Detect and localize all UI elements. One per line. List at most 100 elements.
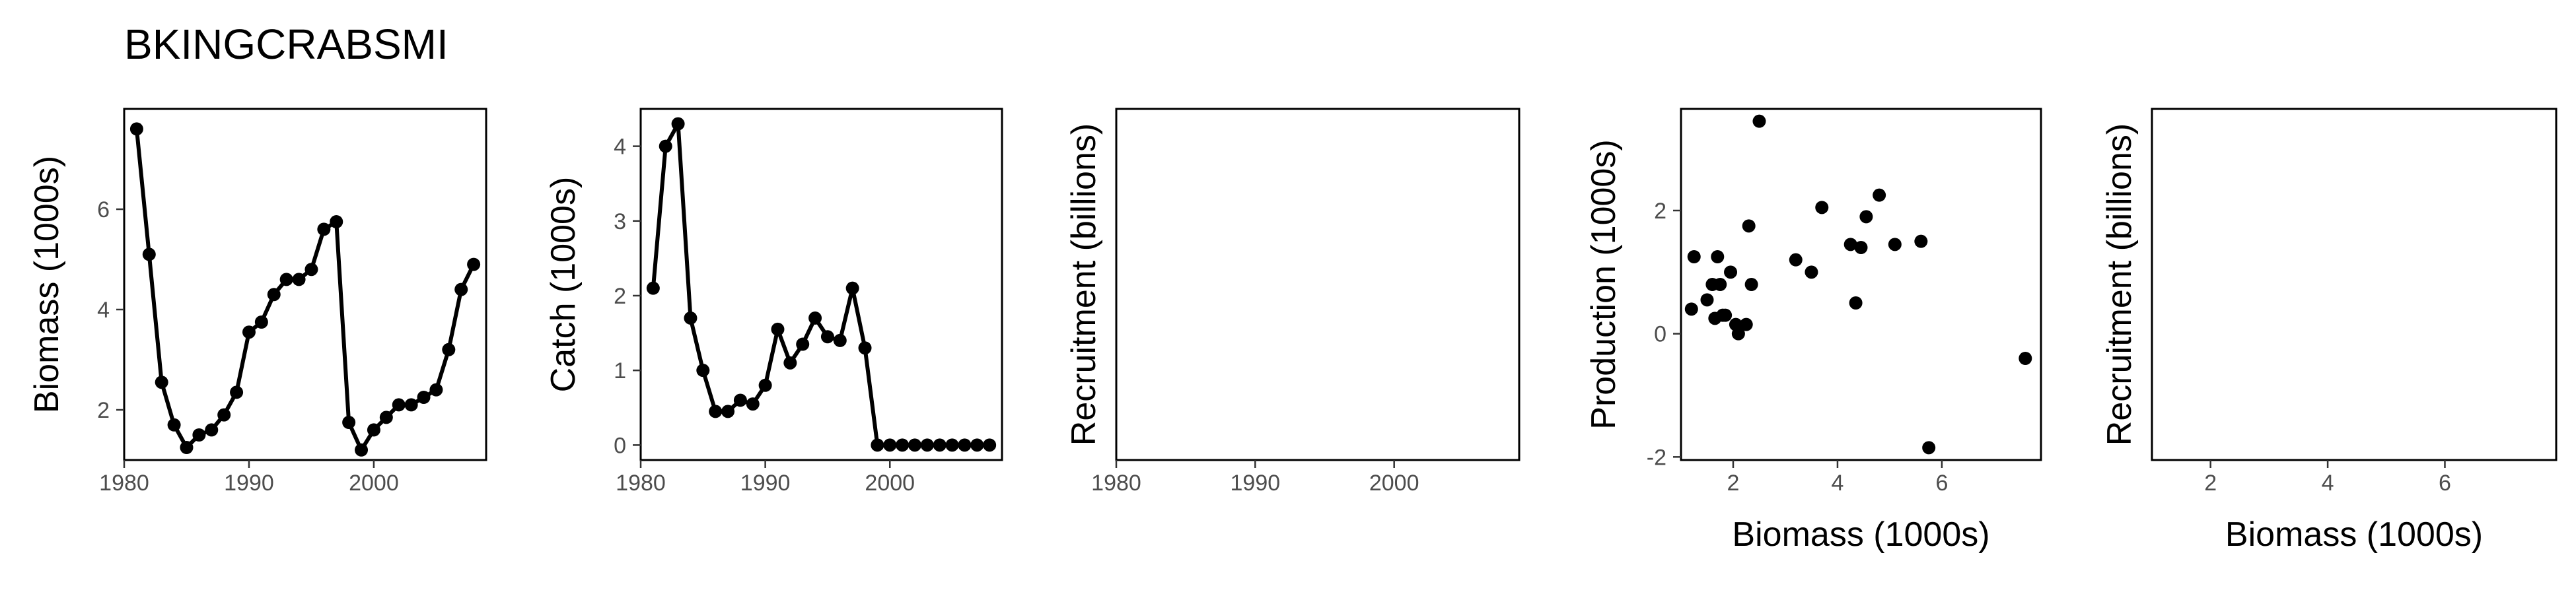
data-point <box>721 405 735 418</box>
x-tick-label: 1990 <box>224 471 274 496</box>
data-point <box>1742 219 1756 233</box>
data-point <box>342 416 356 429</box>
data-point <box>1711 250 1725 263</box>
data-point <box>820 330 834 344</box>
x-tick-label: 2000 <box>349 471 399 496</box>
x-tick-label: 1980 <box>616 471 666 496</box>
data-point <box>429 383 443 397</box>
data-point <box>1713 278 1727 291</box>
data-point <box>733 393 747 407</box>
data-point <box>1859 210 1873 224</box>
x-tick-label: 2 <box>2204 471 2217 496</box>
series-line <box>134 127 476 452</box>
chart-panel-2: 1980 1990 2000 0 1 2 3 4 Catch (1000s) <box>544 108 1003 496</box>
chart-panel-3: 1980 1990 2000 Recruitment (billions) <box>1065 108 1521 496</box>
series-line <box>651 121 992 447</box>
data-point <box>958 438 972 452</box>
y-tick-label: 2 <box>97 398 110 423</box>
data-point <box>746 397 760 411</box>
data-point <box>758 378 772 392</box>
data-point <box>267 288 281 302</box>
y-tick-label: 4 <box>614 135 626 160</box>
x-tick-label: 2 <box>1727 471 1740 496</box>
data-point <box>684 311 698 325</box>
data-point <box>1815 201 1829 214</box>
data-point <box>279 273 293 286</box>
data-point <box>1739 317 1753 331</box>
data-point <box>292 273 306 286</box>
x-tick-label: 1990 <box>1231 471 1281 496</box>
data-point <box>192 428 206 442</box>
data-point <box>783 356 797 370</box>
x-tick-label: 2000 <box>865 471 915 496</box>
x-axis-title: Biomass (1000s) <box>2225 515 2483 554</box>
data-point <box>317 222 331 236</box>
data-point <box>230 385 244 399</box>
data-point <box>1873 188 1886 202</box>
chart-panel-4: 2 4 6 -2 0 2 Production (1000s) Biomass (1000s) <box>1585 108 2042 554</box>
x-tick-label: 4 <box>2322 471 2334 496</box>
data-point <box>392 398 406 412</box>
data-point <box>1914 234 1928 248</box>
plot-frame <box>2151 108 2558 461</box>
y-tick-label: 0 <box>1654 322 1666 347</box>
data-point <box>1888 238 1902 251</box>
y-axis-title: Production (1000s) <box>1585 139 1623 429</box>
data-point <box>254 315 268 329</box>
data-point <box>1843 238 1857 251</box>
data-point <box>205 423 219 437</box>
data-point <box>1805 265 1818 279</box>
data-point <box>217 408 231 422</box>
chart-panel-5: 2 4 6 Recruitment (billions) Biomass (1000s) <box>2100 108 2558 554</box>
y-tick-label: 2 <box>1654 199 1666 224</box>
data-point <box>983 438 997 452</box>
data-point <box>1744 278 1758 291</box>
x-tick-label: 4 <box>1831 471 1843 496</box>
data-point <box>180 441 194 454</box>
data-point <box>454 282 468 296</box>
data-point <box>945 438 959 452</box>
data-point <box>845 281 859 295</box>
data-point <box>417 391 431 404</box>
x-tick-label: 1990 <box>740 471 791 496</box>
data-point <box>404 398 418 412</box>
plot-frame <box>1115 108 1521 461</box>
data-point <box>142 248 156 261</box>
data-point <box>1684 302 1698 316</box>
data-point <box>304 263 318 277</box>
data-point <box>167 418 181 432</box>
plot-frame <box>123 108 487 461</box>
page-title: BKINGCRABSMI <box>124 20 448 68</box>
y-tick-label: -2 <box>1647 445 1666 470</box>
data-point <box>1700 293 1714 307</box>
y-tick-label: 1 <box>614 358 626 383</box>
data-point <box>1731 327 1745 341</box>
data-point <box>467 257 481 271</box>
data-point <box>379 411 393 424</box>
y-tick-label: 4 <box>97 298 110 323</box>
data-point <box>858 341 872 355</box>
y-tick-label: 2 <box>614 284 626 309</box>
data-point <box>442 343 456 356</box>
x-tick-label: 6 <box>1935 471 1948 496</box>
data-point <box>1719 308 1733 322</box>
data-point <box>908 438 921 452</box>
data-point <box>896 438 910 452</box>
data-point <box>1922 441 1936 455</box>
data-point <box>242 325 256 339</box>
data-point <box>1854 241 1868 254</box>
data-point <box>330 215 343 228</box>
y-tick-label: 6 <box>97 197 110 222</box>
data-point <box>1687 250 1701 263</box>
data-point <box>970 438 984 452</box>
data-point <box>646 281 660 295</box>
y-axis-title: Recruitment (billions) <box>2100 123 2139 446</box>
data-point <box>771 322 785 336</box>
x-axis-title: Biomass (1000s) <box>1732 515 1989 554</box>
data-point <box>1752 114 1766 128</box>
plot-frame <box>639 108 1003 461</box>
data-point <box>355 443 369 457</box>
y-axis-title: Catch (1000s) <box>544 177 583 393</box>
data-point <box>696 364 710 378</box>
data-point <box>1849 296 1863 310</box>
